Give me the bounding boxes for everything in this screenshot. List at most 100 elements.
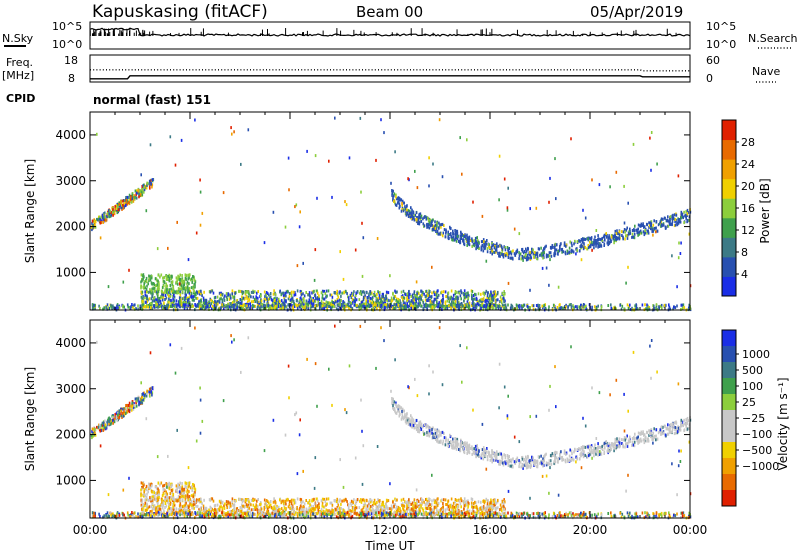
freq-label-line2: [MHz]	[2, 69, 34, 82]
power-echo-point	[213, 296, 216, 300]
power-echo-point	[590, 242, 592, 246]
power-echo-point	[347, 295, 349, 299]
velocity-echo-point	[252, 508, 255, 511]
velocity-echo-point	[377, 498, 379, 502]
power-echo-point	[673, 224, 676, 228]
power-echo-point	[157, 305, 159, 309]
power-echo-point	[492, 243, 495, 247]
power-echo-point	[509, 250, 511, 254]
power-echo-point	[125, 203, 127, 207]
power-echo-point	[213, 307, 215, 310]
power-echo-point	[162, 295, 165, 299]
power-echo-point	[499, 307, 502, 311]
power-echo-point	[155, 290, 158, 294]
power-echo-point	[406, 292, 409, 296]
power-echo-point	[232, 305, 234, 309]
power-echo-point	[199, 178, 201, 182]
power-echo-point	[168, 291, 170, 295]
velocity-echo-point	[315, 505, 317, 509]
velocity-echo-point	[376, 511, 379, 515]
velocity-echo-point	[156, 499, 159, 503]
power-echo-point	[429, 224, 432, 228]
power-echo-point	[532, 248, 534, 252]
power-echo-point	[464, 292, 467, 296]
velocity-echo-point	[404, 501, 407, 505]
velocity-echo-point	[375, 504, 378, 508]
power-echo-point	[282, 306, 284, 310]
power-echo-point	[673, 305, 675, 309]
power-echo-point	[486, 294, 489, 298]
power-echo-point	[459, 241, 462, 245]
velocity-echo-point	[314, 507, 317, 511]
power-echo-point	[493, 290, 496, 294]
power-echo-point	[112, 304, 114, 308]
velocity-echo-point	[217, 510, 219, 514]
power-echo-point	[510, 252, 513, 256]
power-echo-point	[170, 305, 173, 308]
power-echo-point	[415, 280, 418, 284]
power-echo-point	[208, 290, 211, 294]
power-echo-point	[160, 304, 162, 308]
power-echo-point	[415, 298, 417, 301]
y-tick-label: 3000	[55, 174, 86, 188]
power-echo-point	[568, 246, 571, 250]
velocity-echo-point	[466, 499, 468, 503]
power-echo-point	[287, 156, 290, 160]
power-echo-point	[608, 242, 610, 246]
power-echo-point	[501, 292, 504, 296]
power-echo-point	[684, 214, 686, 218]
power-echo-point	[384, 306, 386, 310]
power-echo-point	[605, 235, 608, 239]
power-echo-point	[480, 303, 483, 307]
power-echo-point	[429, 295, 431, 299]
power-echo-point	[595, 307, 598, 311]
power-echo-point	[179, 299, 181, 302]
power-echo-point	[643, 225, 645, 229]
power-echo-point	[301, 304, 304, 308]
power-echo-point	[486, 303, 488, 307]
velocity-echo-point	[321, 504, 324, 508]
power-echo-point	[104, 219, 107, 223]
power-echo-point	[336, 289, 338, 293]
power-echo-point	[466, 138, 468, 142]
power-echo-point	[450, 235, 452, 239]
power-echo-point	[396, 290, 398, 294]
power-echo-point	[288, 295, 291, 299]
power-echo-point	[411, 208, 413, 212]
power-echo-point	[664, 216, 666, 220]
power-echo-point	[439, 223, 441, 227]
velocity-echo-point	[170, 507, 172, 511]
power-echo-point	[236, 299, 238, 303]
velocity-echo-point	[453, 505, 456, 509]
power-echo-point	[596, 239, 598, 242]
power-echo-point	[151, 185, 153, 189]
power-echo-point	[656, 162, 658, 166]
frequency-panel: Freq. [MHz] 18 8 60 0 Nave	[2, 54, 780, 85]
power-echo-point	[434, 220, 436, 224]
velocity-echo-point	[490, 506, 492, 510]
power-echo-point	[681, 214, 684, 218]
power-echo-point	[112, 208, 114, 212]
power-echo-point	[400, 209, 403, 213]
power-echo-point	[476, 297, 478, 301]
power-echo-point	[331, 295, 334, 299]
power-echo-point	[416, 294, 418, 298]
power-echo-point	[432, 303, 435, 307]
power-echo-point	[146, 181, 148, 185]
power-echo-point	[355, 298, 358, 302]
power-echo-point	[352, 299, 355, 303]
power-echo-point	[623, 228, 626, 231]
power-echo-point	[231, 289, 234, 293]
power-echo-point	[646, 306, 648, 310]
power-echo-point	[278, 300, 280, 304]
velocity-echo-point	[307, 501, 309, 505]
power-echo-point	[445, 295, 447, 298]
power-echo-point	[427, 222, 430, 226]
power-echo-point	[593, 305, 596, 309]
power-echo-point	[498, 304, 501, 308]
power-echo-point	[234, 291, 236, 295]
power-echo-point	[268, 297, 271, 301]
power-echo-point	[376, 292, 378, 296]
power-echo-point	[140, 290, 142, 294]
power-echo-point	[350, 291, 353, 295]
